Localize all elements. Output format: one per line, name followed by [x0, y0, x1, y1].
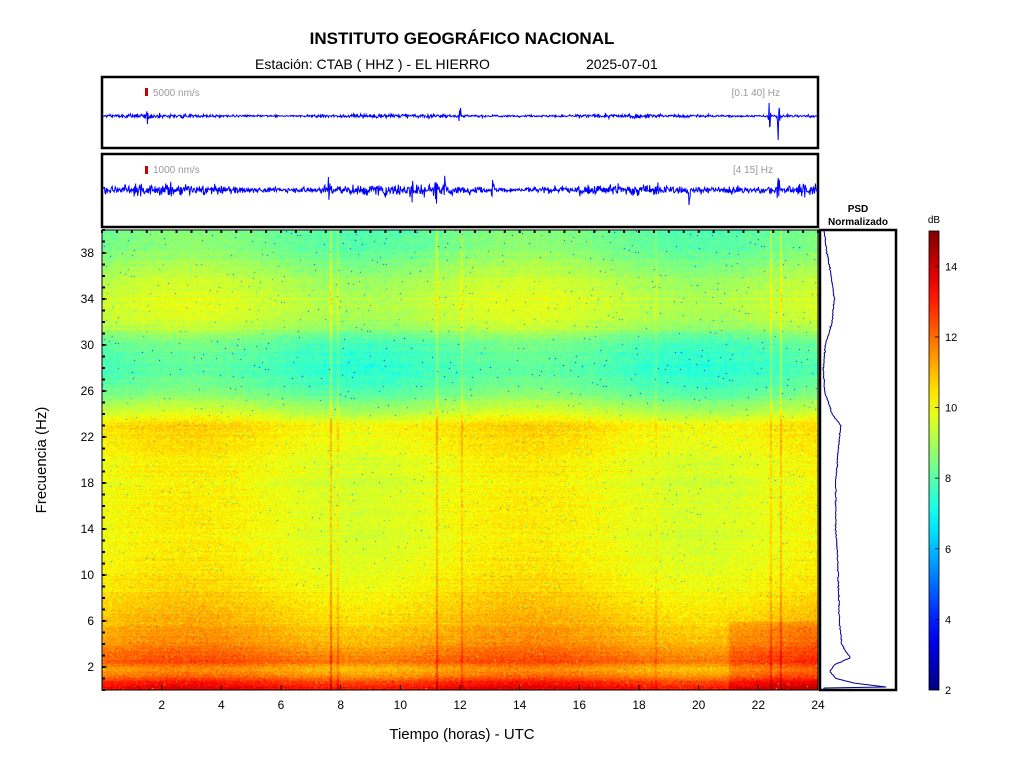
trace-panel-broadband: 5000 nm/s [0.1 40] Hz — [100, 75, 820, 150]
band-label-broadband: [0.1 40] Hz — [732, 88, 780, 99]
x-tick-label: 24 — [811, 698, 825, 712]
x-tick-label: 18 — [632, 698, 646, 712]
colorbar-tick-label: 4 — [945, 614, 951, 626]
colorbar: dB 2 4 6 8 10 12 14 — [928, 215, 957, 697]
institution-title: INSTITUTO GEOGRÁFICO NACIONAL — [310, 29, 615, 48]
scale-label-filtered: 1000 nm/s — [153, 165, 200, 176]
spectrogram-image — [102, 230, 818, 690]
y-tick-label: 14 — [81, 522, 95, 536]
x-axis-label: Tiempo (horas) - UTC — [389, 726, 534, 743]
spectrogram-x-ticks: 2 4 6 8 10 12 14 16 18 20 22 24 — [158, 685, 825, 712]
colorbar-tick-label: 12 — [945, 332, 957, 344]
y-tick-label: 30 — [81, 338, 95, 352]
x-tick-label: 22 — [752, 698, 766, 712]
colorbar-tick-label: 6 — [945, 544, 951, 556]
x-tick-label: 4 — [218, 698, 225, 712]
spectrogram-panel: 2 4 6 8 10 12 14 16 18 20 22 24 261014182226303438 … — [33, 229, 825, 743]
colorbar-tick-label: 2 — [945, 685, 951, 697]
y-tick-label: 34 — [81, 292, 95, 306]
spectrogram-edge-ticks — [101, 229, 819, 691]
scale-marker-broadband — [145, 88, 148, 96]
x-tick-label: 20 — [692, 698, 706, 712]
psd-title-line2: Normalizado — [828, 217, 888, 228]
y-tick-label: 18 — [81, 476, 95, 490]
colorbar-tick-label: 14 — [945, 261, 957, 273]
colorbar-tick-label: 8 — [945, 473, 951, 485]
x-tick-label: 16 — [573, 698, 587, 712]
psd-curve — [822, 229, 887, 691]
x-tick-label: 12 — [453, 698, 467, 712]
scale-label-broadband: 5000 nm/s — [153, 88, 200, 99]
trace-broadband-line — [102, 102, 817, 141]
x-tick-label: 2 — [158, 698, 165, 712]
y-tick-label: 38 — [81, 246, 95, 260]
psd-title-line1: PSD — [848, 204, 869, 215]
spectrogram-image-holder — [102, 230, 818, 690]
colorbar-tick-label: 10 — [945, 403, 957, 415]
colorbar-ticks: 2 4 6 8 10 12 14 — [935, 261, 957, 697]
x-tick-label: 6 — [278, 698, 285, 712]
psd-frame — [818, 228, 898, 692]
colorbar-unit: dB — [928, 215, 941, 226]
y-tick-label: 26 — [81, 384, 95, 398]
x-tick-label: 10 — [394, 698, 408, 712]
y-axis-label: Frecuencia (Hz) — [33, 407, 50, 514]
scale-marker-filtered — [145, 166, 148, 174]
y-tick-label: 22 — [81, 430, 95, 444]
x-tick-label: 14 — [513, 698, 527, 712]
date-label: 2025-07-01 — [586, 56, 658, 72]
y-tick-label: 2 — [87, 660, 94, 674]
station-label: Estación: CTAB ( HHZ ) - EL HIERRO — [255, 56, 490, 72]
trace-panel-filtered: 1000 nm/s [4 15] Hz — [100, 152, 820, 229]
band-label-filtered: [4 15] Hz — [733, 165, 773, 176]
trace-filtered-line — [102, 175, 818, 206]
psd-panel: PSD Normalizado — [818, 204, 898, 692]
x-tick-label: 8 — [337, 698, 344, 712]
y-tick-label: 6 — [87, 614, 94, 628]
colorbar-strip — [928, 230, 940, 691]
y-tick-label: 10 — [81, 568, 95, 582]
